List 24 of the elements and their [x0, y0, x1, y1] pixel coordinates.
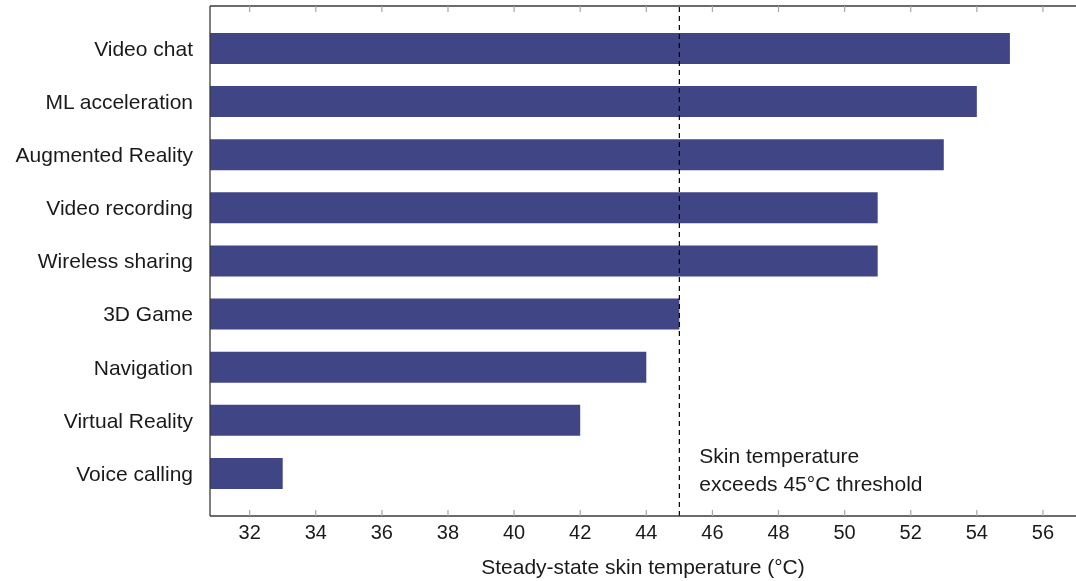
x-tick-label: 38: [436, 521, 460, 543]
x-tick-label: 56: [1031, 521, 1055, 543]
x-tick-label: 44: [635, 521, 658, 543]
y-tick-label: Augmented Reality: [15, 143, 194, 167]
x-axis-title: Steady-state skin temperature (°C): [481, 555, 805, 578]
y-tick-label: Video recording: [46, 196, 193, 220]
x-tick-label: 36: [370, 521, 393, 543]
ref-line-label: Skin temperature exceeds 45°C threshold: [699, 443, 923, 495]
y-tick-label: Wireless sharing: [37, 249, 193, 273]
y-tick-label: Virtual Reality: [63, 408, 194, 432]
y-tick-label: ML acceleration: [45, 90, 193, 114]
y-tick-label: Navigation: [93, 355, 193, 379]
x-tick-label: 32: [238, 521, 261, 543]
x-tick-label: 48: [767, 521, 790, 543]
y-tick-label: 3D Game: [103, 302, 193, 326]
x-tick-label: 34: [304, 521, 327, 543]
y-tick-label: Voice calling: [76, 461, 193, 485]
x-tick-label: 40: [502, 521, 526, 543]
y-tick-label: Video chat: [94, 36, 194, 60]
x-tick-label: 50: [833, 521, 856, 543]
x-tick-label: 52: [899, 521, 922, 543]
x-tick-label: 42: [569, 521, 592, 543]
x-tick-label: 46: [701, 521, 724, 543]
x-tick-label: 54: [965, 521, 988, 543]
